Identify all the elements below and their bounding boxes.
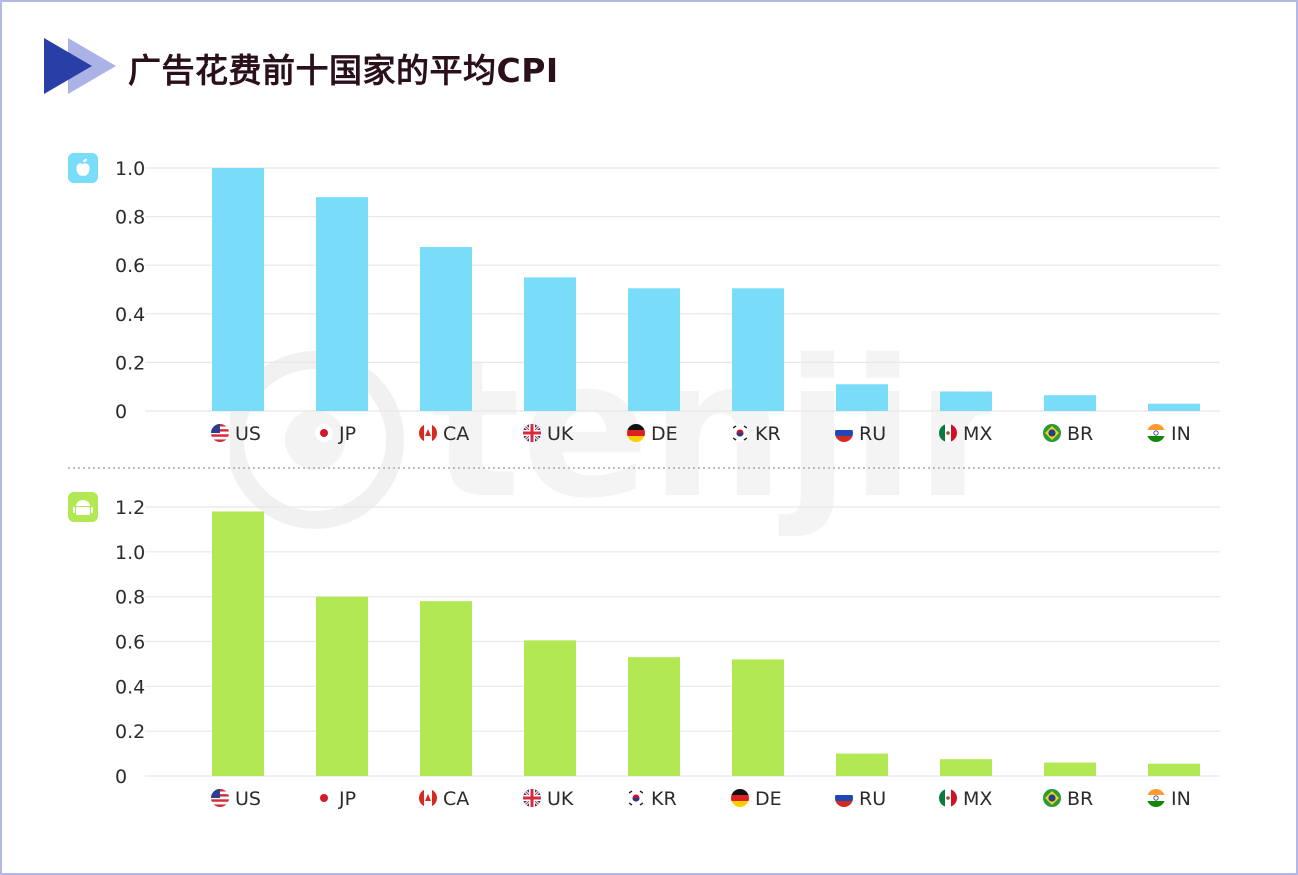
header: 广告花费前十国家的平均CPI xyxy=(44,38,744,94)
y-tick-label: 0.8 xyxy=(115,207,145,229)
x-tick-label: BR xyxy=(1067,423,1093,445)
x-tick-us: US xyxy=(211,788,261,810)
y-tick-label: 0 xyxy=(115,401,127,423)
y-tick-label: 1.2 xyxy=(115,497,145,519)
ios-cpi-bar-chart: 0 0.2 0.4 0.6 0.8 1.0 US JP CA UK DE KR RU MX BR IN xyxy=(68,153,1220,445)
x-tick-jp: JP xyxy=(315,423,356,445)
x-tick-label: RU xyxy=(859,423,886,445)
x-tick-de: DE xyxy=(731,788,782,810)
android-cpi-bar-chart: 0 0.2 0.4 0.6 0.8 1.0 1.2 US JP CA UK KR DE RU MX BR IN xyxy=(68,492,1220,810)
x-tick-us: US xyxy=(211,423,261,445)
y-tick-label: 0.8 xyxy=(115,587,145,609)
x-tick-mx: MX xyxy=(939,423,992,445)
x-tick-uk: UK xyxy=(523,788,574,810)
y-tick-label: 0.4 xyxy=(115,304,145,326)
x-tick-label: JP xyxy=(338,423,356,445)
x-tick-ca: CA xyxy=(419,423,469,445)
x-tick-kr: KR xyxy=(731,423,781,445)
bar-us xyxy=(212,168,264,411)
x-tick-label: DE xyxy=(755,788,782,810)
apple-icon xyxy=(68,153,98,183)
play-arrow-icon xyxy=(44,38,116,94)
x-tick-label: MX xyxy=(963,423,992,445)
bar-de xyxy=(628,288,680,411)
bar-kr xyxy=(628,657,680,776)
x-tick-ru: RU xyxy=(835,788,886,810)
bar-uk xyxy=(524,640,576,776)
x-tick-label: CA xyxy=(443,788,469,810)
bar-jp xyxy=(316,596,368,776)
x-tick-label: UK xyxy=(547,423,574,445)
x-tick-uk: UK xyxy=(523,423,574,445)
x-tick-jp: JP xyxy=(315,788,356,810)
x-tick-label: BR xyxy=(1067,788,1093,810)
x-tick-in: IN xyxy=(1147,423,1191,445)
y-tick-label: 0.6 xyxy=(115,632,145,654)
x-tick-label: IN xyxy=(1171,788,1191,810)
y-tick-label: 0.6 xyxy=(115,255,145,277)
bar-jp xyxy=(316,197,368,411)
x-tick-label: US xyxy=(235,423,261,445)
bar-kr xyxy=(732,288,784,411)
bar-mx xyxy=(940,759,992,776)
bar-de xyxy=(732,659,784,776)
x-tick-label: RU xyxy=(859,788,886,810)
bar-br xyxy=(1044,762,1096,776)
x-tick-de: DE xyxy=(627,423,678,445)
x-tick-kr: KR xyxy=(627,788,677,810)
bar-ru xyxy=(836,384,888,411)
android-icon xyxy=(68,492,98,522)
y-tick-label: 1.0 xyxy=(115,542,145,564)
x-tick-label: MX xyxy=(963,788,992,810)
bar-ca xyxy=(420,246,472,411)
y-tick-label: 0 xyxy=(115,766,127,788)
x-tick-ru: RU xyxy=(835,423,886,445)
page-title: 广告花费前十国家的平均CPI xyxy=(128,51,559,90)
bar-ru xyxy=(836,753,888,776)
bar-us xyxy=(212,511,264,776)
chart-divider xyxy=(68,467,1223,469)
x-tick-ca: CA xyxy=(419,788,469,810)
bar-mx xyxy=(940,391,992,411)
x-tick-label: CA xyxy=(443,423,469,445)
x-tick-label: KR xyxy=(755,423,781,445)
x-tick-br: BR xyxy=(1043,788,1093,810)
y-tick-label: 0.4 xyxy=(115,676,145,698)
x-tick-label: JP xyxy=(338,788,356,810)
bar-ca xyxy=(420,601,472,776)
x-tick-in: IN xyxy=(1147,788,1191,810)
x-tick-label: DE xyxy=(651,423,678,445)
y-tick-label: 0.2 xyxy=(115,721,145,743)
x-tick-br: BR xyxy=(1043,423,1093,445)
bar-br xyxy=(1044,395,1096,411)
x-tick-mx: MX xyxy=(939,788,992,810)
x-tick-label: IN xyxy=(1171,423,1191,445)
x-tick-label: KR xyxy=(651,788,677,810)
bar-in xyxy=(1148,763,1200,776)
y-tick-label: 1.0 xyxy=(115,158,145,180)
y-tick-label: 0.2 xyxy=(115,352,145,374)
x-tick-label: US xyxy=(235,788,261,810)
bar-in xyxy=(1148,403,1200,411)
bar-uk xyxy=(524,277,576,411)
x-tick-label: UK xyxy=(547,788,574,810)
